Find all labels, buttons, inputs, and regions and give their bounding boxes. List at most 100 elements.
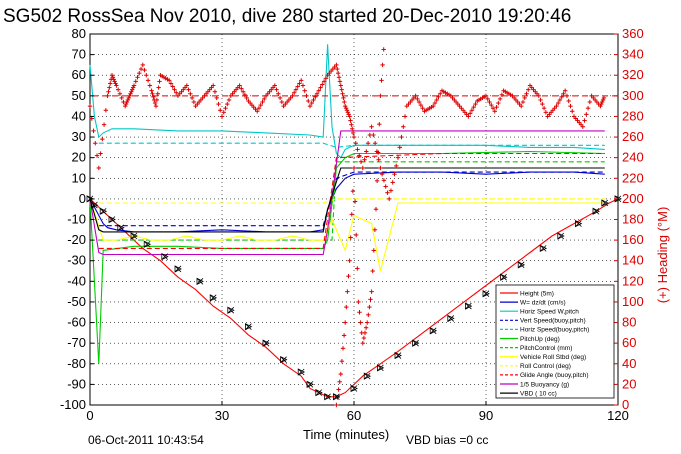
heading-point bbox=[415, 96, 420, 102]
heading-point bbox=[188, 91, 193, 96]
vbd-marker bbox=[245, 323, 253, 331]
legend-entry-label: Horiz Speed W,pitch bbox=[520, 309, 579, 316]
heading-point bbox=[111, 77, 116, 82]
heading-point bbox=[360, 165, 365, 171]
heading-point bbox=[186, 87, 191, 92]
heading-point bbox=[543, 110, 549, 115]
heading-transit-point bbox=[378, 93, 383, 99]
heading-point bbox=[492, 109, 497, 114]
vbd-marker bbox=[447, 314, 455, 323]
heading-transit-point bbox=[334, 402, 339, 408]
y-left-tick-label: 40 bbox=[72, 108, 86, 123]
heading-point bbox=[191, 99, 197, 105]
y-right-tick-label: 40 bbox=[622, 356, 636, 371]
heading-point bbox=[279, 99, 285, 105]
heading-point bbox=[559, 94, 564, 100]
y-right-tick-label: 340 bbox=[622, 47, 644, 62]
heading-point bbox=[244, 95, 249, 101]
heading-point bbox=[381, 178, 387, 183]
heading-point bbox=[340, 91, 345, 96]
heading-point bbox=[223, 106, 228, 111]
heading-point bbox=[420, 106, 425, 111]
heading-point bbox=[130, 87, 135, 92]
heading-transit-point bbox=[361, 335, 367, 341]
vbd-marker bbox=[262, 339, 270, 347]
heading-point bbox=[399, 134, 404, 140]
heading-point bbox=[133, 79, 138, 84]
heading-point bbox=[216, 101, 221, 107]
heading-point bbox=[131, 83, 137, 88]
heading-transit-point bbox=[348, 235, 353, 240]
heading-point bbox=[599, 101, 604, 107]
vbd-marker bbox=[108, 215, 116, 224]
vbd-marker bbox=[350, 384, 358, 393]
heading-point bbox=[299, 78, 304, 83]
heading-point bbox=[89, 116, 94, 121]
vbd-marker bbox=[174, 265, 182, 273]
heading-transit-point bbox=[377, 121, 382, 127]
heading-point bbox=[157, 79, 162, 84]
heading-point bbox=[334, 62, 339, 68]
y-left-tick-label: 70 bbox=[72, 47, 86, 62]
heading-point bbox=[297, 81, 302, 86]
heading-point bbox=[149, 88, 154, 93]
heading-point bbox=[519, 103, 524, 109]
heading-point bbox=[416, 99, 422, 105]
heading-point bbox=[350, 126, 355, 132]
heading-point bbox=[436, 94, 441, 100]
heading-point bbox=[314, 91, 320, 96]
heading-point bbox=[357, 153, 362, 158]
heading-point bbox=[601, 95, 607, 101]
heading-point bbox=[100, 136, 105, 142]
heading-point bbox=[142, 67, 147, 73]
heading-transit-point bbox=[337, 379, 342, 385]
heading-point bbox=[219, 114, 225, 119]
heading-point bbox=[112, 79, 117, 84]
heading-point bbox=[431, 103, 436, 109]
heading-point bbox=[260, 99, 265, 105]
y-axis-left-ticks: 80 70 60 50 40 30 20 10 0 -10 -20 -30 -40 -50 -60 -70 -8… bbox=[60, 26, 94, 412]
legend-entry-label: Horiz Speed(buoy,pitch) bbox=[520, 327, 589, 334]
heading-transit-point bbox=[350, 188, 356, 194]
heading-transit-point bbox=[381, 47, 386, 52]
y-left-tick-label: -30 bbox=[67, 253, 86, 268]
heading-point bbox=[262, 96, 267, 102]
heading-point bbox=[383, 184, 388, 189]
heading-point bbox=[554, 103, 559, 109]
heading-point bbox=[526, 87, 531, 92]
heading-point bbox=[309, 100, 314, 106]
heading-point bbox=[211, 83, 216, 88]
y-right-tick-label: 80 bbox=[622, 315, 636, 330]
y-right-tick-label: 0 bbox=[622, 397, 629, 412]
heading-transit-point bbox=[355, 266, 360, 271]
heading-point bbox=[174, 90, 179, 95]
heading-point bbox=[225, 101, 230, 107]
vbd-marker bbox=[517, 261, 526, 269]
heading-point bbox=[276, 91, 281, 96]
vbd-marker bbox=[91, 201, 99, 209]
y-left-tick-label: 20 bbox=[72, 150, 86, 165]
vbd-marker bbox=[575, 219, 583, 228]
heading-point bbox=[239, 86, 244, 91]
heading-point bbox=[358, 159, 364, 164]
heading-point bbox=[277, 95, 283, 101]
heading-point bbox=[336, 75, 342, 80]
x-tick-label: 90 bbox=[479, 408, 493, 423]
y-left-tick-label: 50 bbox=[72, 88, 86, 103]
heading-transit-point bbox=[349, 212, 354, 217]
heading-point bbox=[349, 122, 354, 127]
heading-point bbox=[113, 81, 118, 86]
heading-point bbox=[117, 91, 123, 96]
heading-point bbox=[413, 93, 418, 99]
heading-point bbox=[497, 96, 503, 102]
heading-transit-point bbox=[358, 320, 363, 325]
heading-point bbox=[397, 145, 402, 150]
y-axis-right-label: (+) Heading (°M) bbox=[655, 207, 670, 304]
x-tick-label: 120 bbox=[607, 408, 629, 423]
heading-point bbox=[355, 147, 360, 152]
series-line-vert-speed-buoy-pitch bbox=[98, 171, 605, 227]
legend: Height (5m) W= dz/dt (cm/s) Horiz Speed W,… bbox=[495, 284, 615, 399]
heading-point bbox=[147, 83, 153, 88]
heading-point bbox=[153, 103, 159, 109]
vbd-marker bbox=[130, 232, 138, 240]
